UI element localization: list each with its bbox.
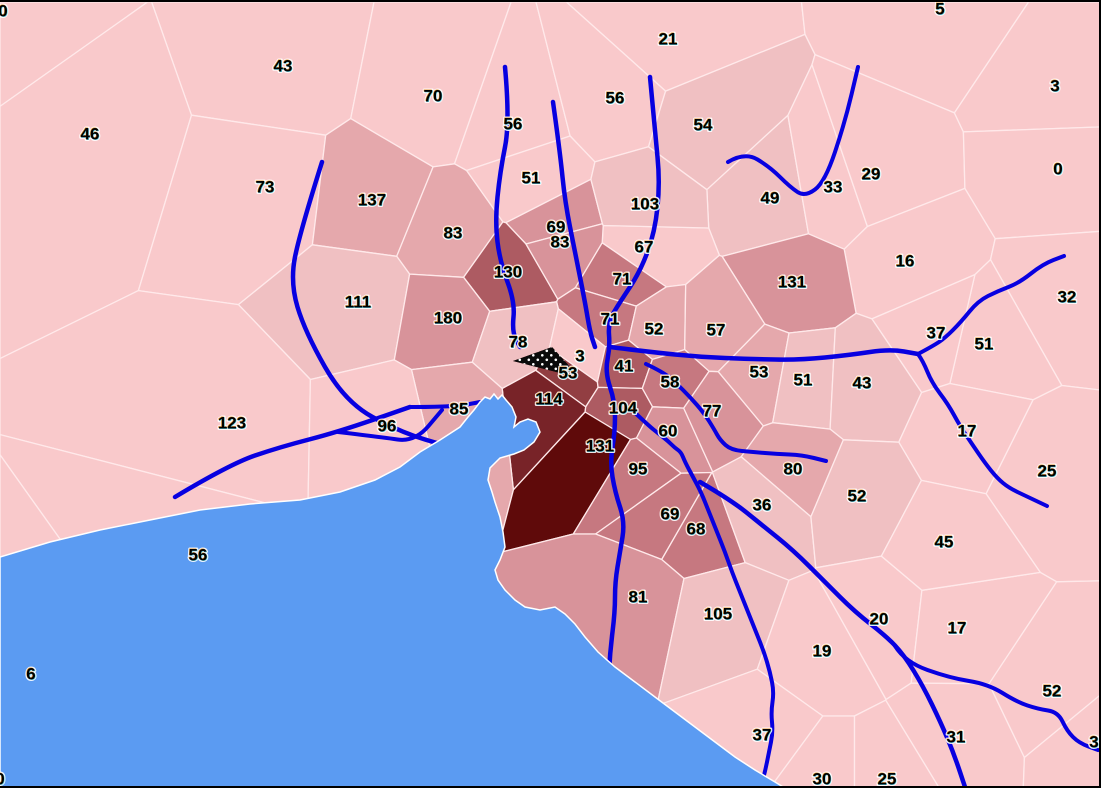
- svg-text:123: 123: [218, 413, 246, 432]
- svg-text:78: 78: [509, 332, 528, 351]
- svg-text:58: 58: [661, 372, 680, 391]
- svg-text:25: 25: [1038, 461, 1057, 480]
- svg-text:60: 60: [659, 421, 678, 440]
- svg-text:52: 52: [848, 486, 867, 505]
- svg-text:51: 51: [522, 168, 541, 187]
- svg-text:67: 67: [635, 237, 654, 256]
- svg-text:46: 46: [81, 124, 100, 143]
- svg-text:52: 52: [645, 319, 664, 338]
- svg-text:70: 70: [424, 86, 443, 105]
- svg-text:37: 37: [927, 323, 946, 342]
- svg-text:16: 16: [896, 251, 915, 270]
- svg-text:56: 56: [504, 114, 523, 133]
- svg-text:36: 36: [753, 495, 772, 514]
- svg-text:3: 3: [1050, 76, 1059, 95]
- svg-text:131: 131: [778, 272, 806, 291]
- svg-text:21: 21: [659, 29, 678, 48]
- svg-text:83: 83: [551, 232, 570, 251]
- svg-text:19: 19: [813, 641, 832, 660]
- svg-text:45: 45: [935, 532, 954, 551]
- svg-text:3: 3: [1089, 732, 1098, 751]
- svg-text:104: 104: [609, 398, 638, 417]
- svg-text:95: 95: [629, 459, 648, 478]
- svg-text:180: 180: [434, 308, 462, 327]
- svg-text:25: 25: [878, 769, 897, 788]
- svg-text:81: 81: [629, 587, 648, 606]
- svg-text:43: 43: [853, 373, 872, 392]
- svg-text:69: 69: [661, 504, 680, 523]
- svg-text:130: 130: [494, 262, 522, 281]
- svg-text:31: 31: [947, 727, 966, 746]
- svg-text:68: 68: [687, 519, 706, 538]
- svg-text:17: 17: [948, 618, 967, 637]
- svg-text:32: 32: [1058, 287, 1077, 306]
- svg-text:51: 51: [794, 370, 813, 389]
- svg-text:53: 53: [750, 362, 769, 381]
- svg-text:54: 54: [694, 115, 713, 134]
- svg-text:105: 105: [704, 604, 732, 623]
- svg-text:20: 20: [870, 609, 889, 628]
- svg-text:33: 33: [824, 177, 843, 196]
- svg-text:131: 131: [586, 436, 614, 455]
- svg-text:137: 137: [358, 190, 386, 209]
- svg-text:30: 30: [813, 769, 832, 788]
- svg-text:41: 41: [615, 356, 634, 375]
- svg-text:77: 77: [703, 401, 722, 420]
- svg-text:52: 52: [1043, 681, 1062, 700]
- svg-text:6: 6: [26, 664, 35, 683]
- svg-text:111: 111: [345, 292, 372, 311]
- svg-text:37: 37: [753, 725, 772, 744]
- svg-text:71: 71: [601, 309, 620, 328]
- svg-text:53: 53: [559, 363, 578, 382]
- svg-text:56: 56: [606, 88, 625, 107]
- svg-text:80: 80: [784, 459, 803, 478]
- svg-text:5: 5: [935, 2, 944, 18]
- svg-text:49: 49: [761, 188, 780, 207]
- svg-text:51: 51: [975, 334, 994, 353]
- svg-text:96: 96: [378, 416, 397, 435]
- svg-text:73: 73: [256, 177, 275, 196]
- svg-text:103: 103: [631, 194, 659, 213]
- svg-text:85: 85: [450, 399, 469, 418]
- svg-text:114: 114: [535, 389, 563, 408]
- svg-text:71: 71: [613, 269, 632, 288]
- svg-text:83: 83: [444, 223, 463, 242]
- svg-text:0: 0: [0, 769, 5, 788]
- svg-text:29: 29: [862, 164, 881, 183]
- svg-text:56: 56: [189, 545, 208, 564]
- svg-text:43: 43: [274, 56, 293, 75]
- svg-text:0: 0: [1053, 159, 1062, 178]
- svg-text:17: 17: [958, 421, 977, 440]
- svg-text:0: 0: [0, 2, 8, 20]
- svg-text:57: 57: [707, 320, 726, 339]
